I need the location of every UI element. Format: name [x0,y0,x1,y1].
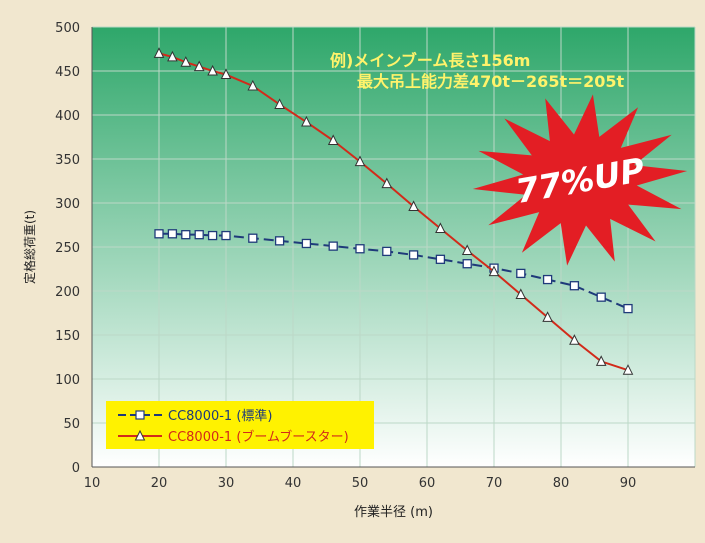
x-axis-label: 作業半径 (m) [354,504,433,520]
burst-shape [472,94,688,266]
data-point-square [194,230,204,240]
x-tick-label: 10 [84,476,101,491]
data-point-triangle [542,311,553,322]
y-tick-label: 150 [55,329,80,344]
data-point-square [596,292,606,302]
data-point-triangle [622,364,634,375]
x-tick-label: 40 [285,476,302,491]
annotation-example-line2: 最大吊上能力差470t－265t＝205t [357,72,624,91]
x-tick-label: 60 [419,476,436,491]
annotation-example-line1: 例)メインブーム長さ156m [330,51,530,70]
legend: CC8000-1 (標準) CC8000-1 (ブームブースター) [106,401,374,449]
legend-marker-square [135,410,145,420]
data-point-triangle [220,68,232,80]
axes: 10 20 30 40 50 60 70 80 90 0 50 100 150 200 250 300 350 4… [55,21,695,491]
data-point-square [221,230,231,241]
data-point-triangle [193,60,205,72]
data-point-triangle [354,155,366,167]
data-point-triangle [515,288,527,300]
y-tick-label: 50 [63,417,80,432]
x-tick-label: 80 [553,476,570,491]
y-tick-label: 250 [55,241,80,256]
data-point-triangle [301,115,312,127]
y-tick-label: 350 [55,153,80,168]
data-point-triangle [595,355,607,366]
data-point-square [181,230,191,240]
data-point-square [516,268,526,279]
data-point-square [542,274,553,285]
data-point-square [167,229,178,239]
legend-label: CC8000-1 (標準) [168,408,272,424]
data-point-triangle [381,177,393,189]
data-point-triangle [488,265,500,277]
x-tick-label: 30 [218,476,235,491]
legend-background [106,401,374,449]
data-point-triangle [569,334,580,345]
legend-label: CC8000-1 (ブームブースター) [168,429,349,445]
data-point-square [623,303,633,314]
data-point-square [328,241,338,251]
data-point-square [408,250,419,260]
data-point-triangle [247,79,259,91]
data-point-triangle [274,98,285,109]
data-point-square [248,233,258,243]
data-point-triangle [435,222,446,234]
data-point-square [435,254,446,264]
legend-marker-triangle [134,429,146,441]
data-point-square [355,244,365,254]
data-point-square [569,281,580,291]
data-point-triangle [207,64,218,76]
data-point-square [462,259,472,269]
data-point-square [207,230,218,241]
x-tick-label: 70 [486,476,503,491]
y-axis-label: 定格総荷重(t) [22,210,37,284]
data-point-square [274,236,285,246]
y-tick-label: 200 [55,285,80,300]
y-tick-label: 500 [55,21,80,36]
data-point-triangle [167,50,178,62]
y-tick-label: 400 [55,109,80,124]
data-point-square [382,246,392,257]
data-point-triangle [153,47,165,58]
data-point-triangle [180,56,192,67]
x-tick-label: 50 [352,476,369,491]
data-point-square [154,229,164,239]
data-point-square [301,238,312,249]
x-tick-label: 20 [151,476,168,491]
series [153,47,634,375]
y-tick-label: 450 [55,65,80,80]
y-tick-label: 0 [72,461,80,476]
data-point-triangle [327,134,339,146]
y-tick-label: 100 [55,373,80,388]
x-tick-label: 90 [620,476,637,491]
data-point-triangle [408,200,419,212]
data-point-triangle [461,244,473,256]
y-tick-label: 300 [55,197,80,212]
